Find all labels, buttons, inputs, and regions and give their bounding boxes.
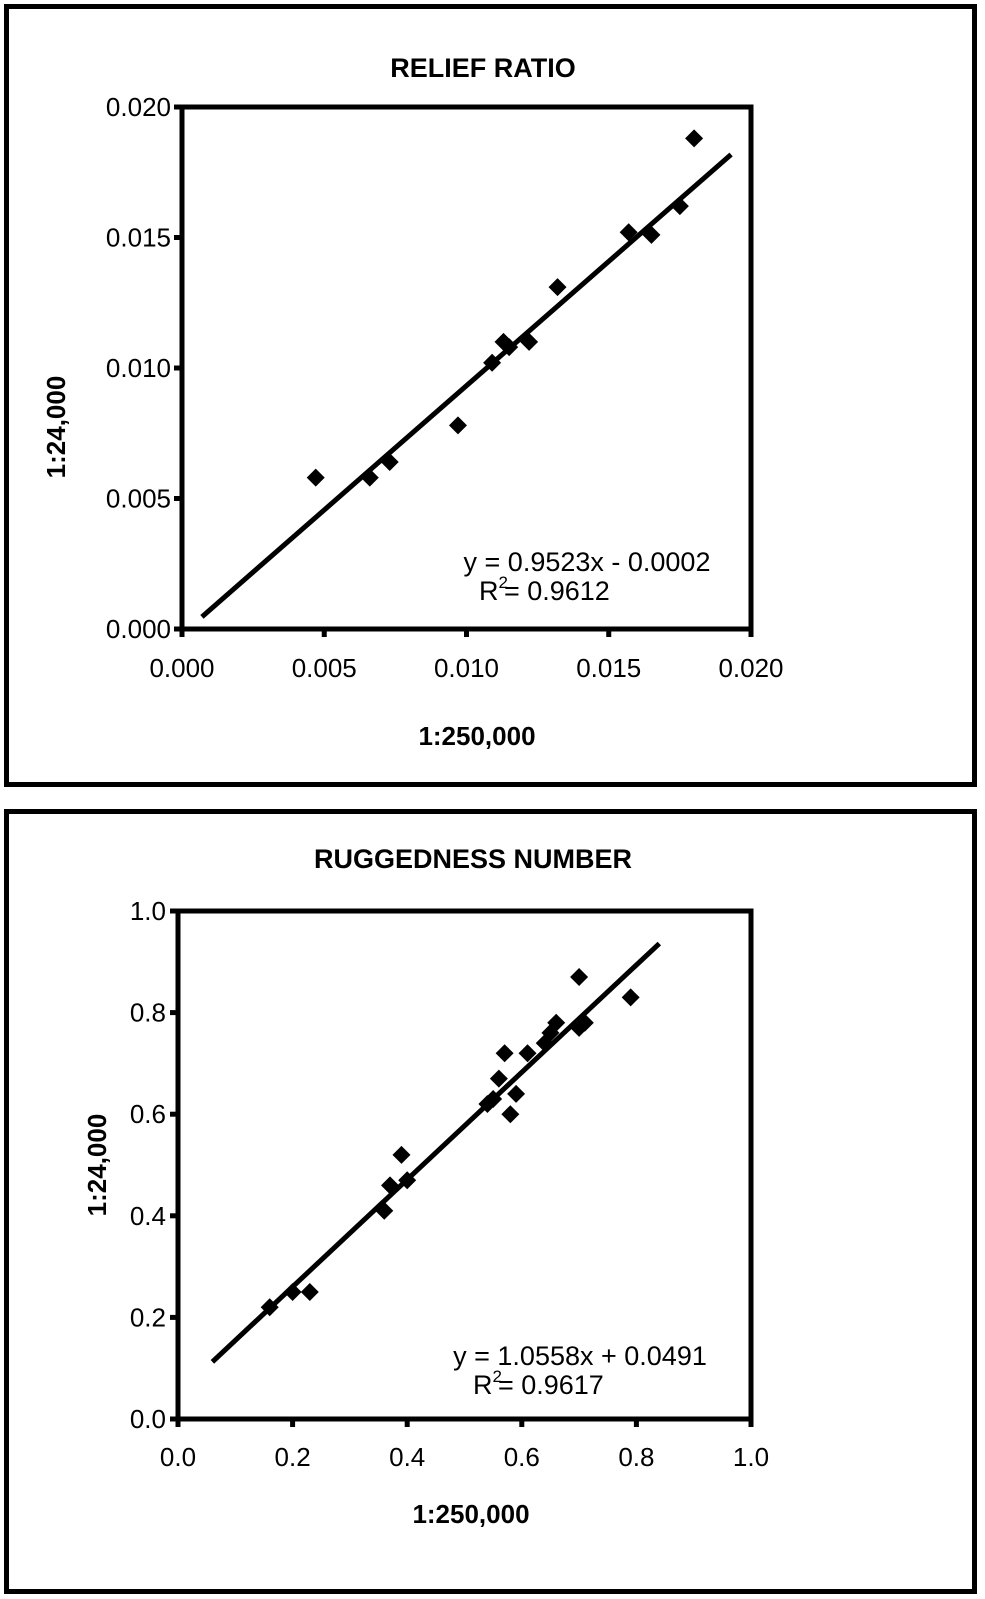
plot-area-frame: [175, 908, 754, 1422]
data-point: [306, 468, 325, 487]
data-point: [642, 225, 661, 244]
relief-ratio-chart: RELIEF RATIO 1:250,000 1:24,000 y = 0.95…: [41, 53, 784, 751]
y-tick-label: 0.4: [130, 1201, 166, 1231]
r-squared-symbol: R: [473, 1370, 493, 1400]
x-tick-label: 0.8: [618, 1442, 654, 1472]
data-point: [575, 1013, 594, 1032]
data-point: [283, 1283, 302, 1301]
y-tick-label: 0.010: [106, 353, 171, 383]
data-point: [621, 988, 640, 1007]
y-axis-label: 1:24,000: [82, 1114, 112, 1217]
r-squared-label: R2= 0.9617: [473, 1367, 604, 1400]
ruggedness-number-chart: RUGGEDNESS NUMBER 1:250,000 1:24,000 y =…: [82, 844, 769, 1529]
x-tick-label: 0.4: [389, 1442, 425, 1472]
ruggedness-number-plot-marks: 0.0 0.2 0.4 0.6 0.8 1.0 0.0 0.2 0.4 0.6 0.8 1.0: [130, 896, 769, 1472]
chart-title: RUGGEDNESS NUMBER: [314, 844, 632, 874]
data-point: [520, 332, 539, 351]
r-squared-superscript: 2: [499, 573, 508, 592]
data-point: [570, 1018, 589, 1037]
data-point: [495, 1044, 514, 1063]
r-squared-value: = 0.9612: [504, 576, 610, 606]
x-tick-label: 0.2: [275, 1442, 311, 1472]
x-tick-label: 0.0: [160, 1442, 196, 1472]
data-point: [489, 1069, 508, 1088]
x-tick-label: 0.015: [576, 653, 641, 683]
data-point: [548, 278, 567, 297]
trendline: [210, 941, 662, 1364]
data-point: [392, 1145, 411, 1164]
ruggedness-number-chart-panel: RUGGEDNESS NUMBER 1:250,000 1:24,000 y =…: [4, 809, 977, 1594]
x-tick-label: 0.010: [434, 653, 499, 683]
y-axis-label: 1:24,000: [41, 376, 71, 479]
data-point: [360, 468, 379, 487]
data-point: [507, 1084, 526, 1103]
x-tick-label: 0.020: [718, 653, 783, 683]
data-point: [547, 1013, 566, 1032]
data-point: [570, 968, 589, 987]
y-tick-label: 0.0: [130, 1404, 166, 1434]
data-point: [484, 1089, 503, 1108]
r-squared-superscript: 2: [493, 1367, 502, 1386]
relief-ratio-chart-panel: RELIEF RATIO 1:250,000 1:24,000 y = 0.95…: [4, 4, 977, 787]
data-point: [375, 1201, 394, 1220]
data-point: [381, 1176, 400, 1195]
y-tick-label: 0.020: [106, 92, 171, 122]
y-tick-label: 0.8: [130, 998, 166, 1028]
data-point: [670, 197, 689, 216]
y-tick-label: 0.005: [106, 484, 171, 514]
y-tick-label: 0.6: [130, 1099, 166, 1129]
data-point: [380, 452, 399, 471]
r-squared-label: R2= 0.9612: [479, 573, 610, 606]
x-tick-label: 1.0: [733, 1442, 769, 1472]
data-point: [448, 416, 467, 435]
x-tick-label: 0.005: [292, 653, 357, 683]
trendline-equation: y = 0.9523x - 0.0002: [464, 547, 711, 577]
x-axis-label: 1:250,000: [418, 721, 535, 751]
data-point: [535, 1034, 554, 1053]
data-point: [483, 353, 502, 372]
r-squared-value: = 0.9617: [498, 1370, 604, 1400]
data-point: [685, 129, 704, 148]
data-point: [260, 1298, 279, 1317]
y-tick-label: 0.000: [106, 614, 171, 644]
data-point: [300, 1283, 319, 1301]
data-point: [501, 1105, 520, 1124]
data-point: [500, 338, 519, 357]
relief-ratio-plot-marks: 0.000 0.005 0.010 0.015 0.020 0.000 0.005 0.010…: [106, 92, 784, 683]
data-point: [518, 1044, 537, 1063]
r-squared-symbol: R: [479, 576, 499, 606]
x-tick-label: 0.000: [149, 653, 214, 683]
data-point: [619, 223, 638, 242]
x-axis-label: 1:250,000: [412, 1499, 529, 1529]
y-tick-label: 1.0: [130, 896, 166, 926]
trendline: [200, 152, 733, 619]
trendline-equation: y = 1.0558x + 0.0491: [453, 1341, 707, 1371]
data-point: [398, 1171, 417, 1190]
y-tick-label: 0.2: [130, 1302, 166, 1332]
chart-title: RELIEF RATIO: [390, 53, 576, 83]
y-tick-label: 0.015: [106, 223, 171, 253]
x-tick-label: 0.6: [504, 1442, 540, 1472]
